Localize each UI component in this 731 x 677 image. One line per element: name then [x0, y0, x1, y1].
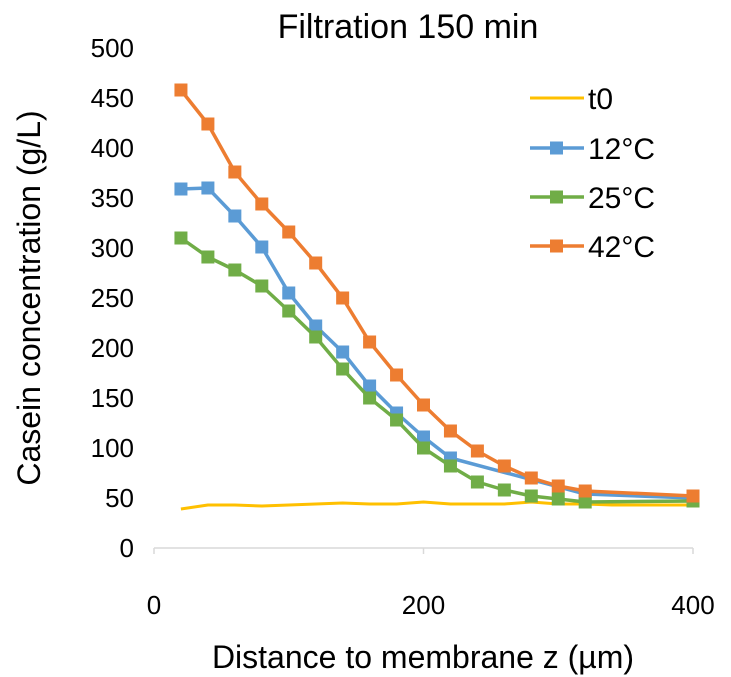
- data-point: [443, 459, 457, 473]
- data-point: [282, 286, 296, 300]
- y-tick-label: 200: [91, 333, 134, 363]
- y-tick-label: 150: [91, 383, 134, 413]
- data-point: [417, 430, 430, 444]
- y-tick-label: 350: [91, 183, 134, 213]
- legend-item-t0: t0: [530, 83, 613, 116]
- data-point: [174, 83, 188, 97]
- x-axis-ticks: 0 200 400: [147, 548, 715, 620]
- data-point: [255, 279, 269, 293]
- y-tick-label: 250: [91, 283, 134, 313]
- data-point: [497, 459, 511, 473]
- y-tick-label: 300: [91, 233, 134, 263]
- data-point: [174, 231, 188, 245]
- data-point: [578, 484, 592, 498]
- y-tick-label: 50: [105, 483, 134, 513]
- x-tick-label: 0: [147, 590, 161, 620]
- data-point: [417, 398, 430, 412]
- data-point: [201, 181, 215, 195]
- y-tick-label: 400: [91, 133, 134, 163]
- legend-label: t0: [588, 83, 613, 116]
- data-point: [417, 441, 430, 455]
- data-point: [309, 256, 323, 270]
- legend: t0 12°C 25°C 42°C: [530, 83, 655, 264]
- data-point: [336, 291, 350, 305]
- y-axis-ticks: 0 50 100 150 200 250 300 350 400 450 500: [91, 33, 134, 563]
- x-axis-title: Distance to membrane z (µm): [212, 639, 634, 675]
- series-25c: [174, 231, 700, 509]
- data-point: [201, 250, 215, 264]
- data-point: [470, 444, 484, 458]
- series-t0: [180, 500, 693, 511]
- legend-swatch-marker: [550, 239, 563, 253]
- data-point: [174, 182, 188, 196]
- legend-swatch-marker: [550, 190, 563, 204]
- data-point: [363, 391, 377, 405]
- data-point: [578, 495, 592, 509]
- legend-label: 12°C: [588, 133, 655, 166]
- data-point: [228, 165, 242, 179]
- x-tick-label: 400: [671, 590, 714, 620]
- data-point: [309, 330, 323, 344]
- data-point: [686, 489, 700, 503]
- data-point: [228, 263, 242, 277]
- data-point: [497, 483, 511, 497]
- data-point: [228, 209, 242, 223]
- data-point: [282, 225, 296, 239]
- legend-label: 25°C: [588, 182, 655, 215]
- legend-label: 42°C: [588, 231, 655, 264]
- data-point: [201, 117, 215, 131]
- data-point: [309, 319, 323, 333]
- y-tick-label: 500: [91, 33, 134, 63]
- legend-item-25c: 25°C: [530, 182, 655, 215]
- data-point: [255, 197, 269, 211]
- data-point: [390, 413, 404, 427]
- y-axis-title: Casein concentration (g/L): [11, 110, 47, 485]
- data-point: [336, 362, 350, 376]
- data-point: [524, 489, 538, 503]
- data-point: [363, 379, 377, 393]
- data-point: [363, 335, 377, 349]
- series-42c: [174, 83, 700, 503]
- x-tick-label: 200: [402, 590, 445, 620]
- legend-swatch-marker: [550, 141, 563, 155]
- series-line-25c: [179, 236, 694, 504]
- y-tick-label: 100: [91, 433, 134, 463]
- series-layer: [174, 83, 700, 511]
- data-point: [443, 424, 457, 438]
- legend-item-12c: 12°C: [530, 133, 655, 166]
- chart-title: Filtration 150 min: [278, 8, 539, 46]
- series-line-t0: [180, 500, 693, 511]
- data-point: [470, 475, 484, 489]
- legend-item-42c: 42°C: [530, 231, 655, 264]
- data-point: [282, 304, 296, 318]
- data-point: [551, 492, 565, 506]
- y-tick-label: 450: [91, 83, 134, 113]
- data-point: [390, 368, 404, 382]
- data-point: [524, 471, 538, 485]
- data-point: [551, 479, 565, 493]
- data-point: [255, 240, 269, 254]
- data-point: [336, 345, 350, 359]
- y-tick-label: 0: [120, 533, 134, 563]
